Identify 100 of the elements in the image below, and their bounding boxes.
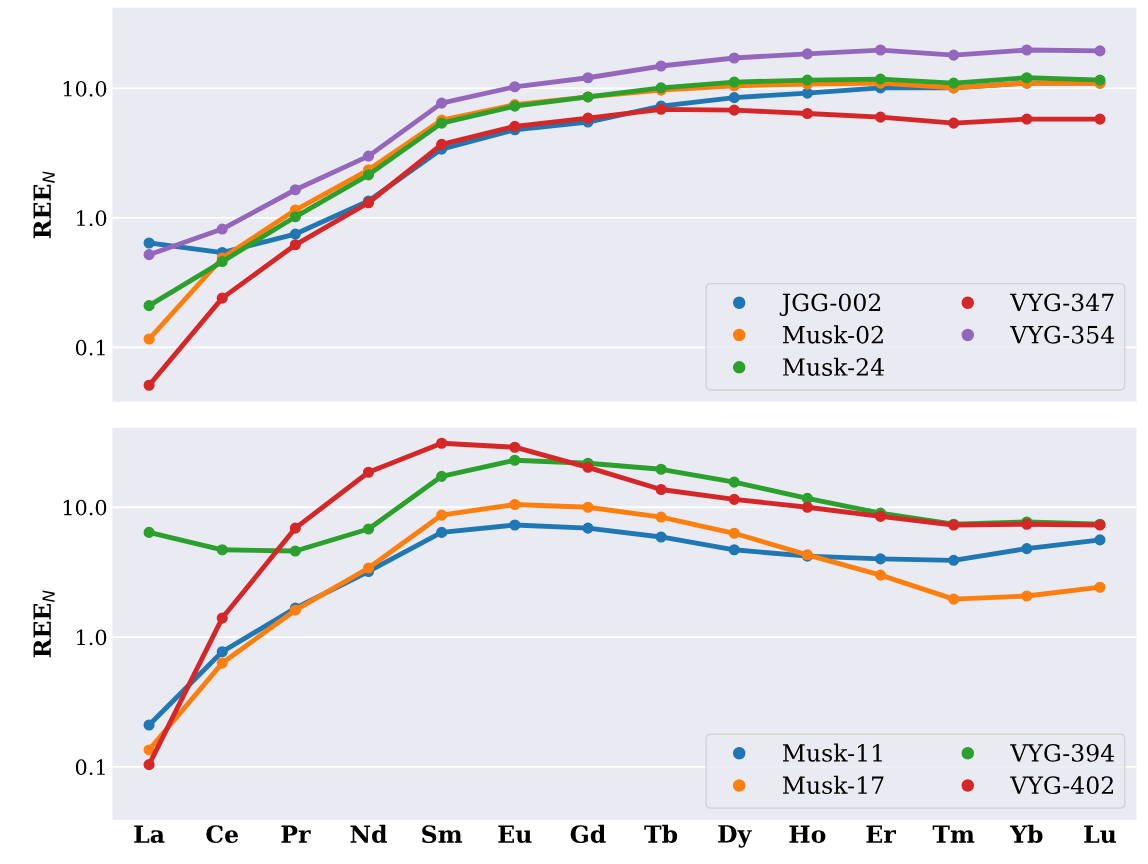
x-tick-label: Ho [789,825,826,844]
point [216,544,228,556]
point [582,501,594,513]
point [582,461,594,473]
point [948,554,960,566]
point [1094,534,1106,546]
point [582,112,594,124]
legend-label: VYG-402 [1010,776,1113,795]
point [143,300,155,312]
point [216,256,228,268]
point [801,492,813,504]
point [874,44,887,56]
point [216,612,228,624]
point [509,519,521,531]
point [728,476,740,488]
y-tick-label: 0.1 [75,759,105,776]
point [143,249,155,261]
point [216,646,228,658]
point [289,184,301,196]
point [1021,113,1033,125]
point [289,545,301,557]
point [143,719,155,731]
point [362,523,375,535]
point [436,138,448,150]
point [801,107,813,120]
point [874,73,887,85]
point [436,470,448,482]
point [143,379,155,391]
point [801,48,813,60]
point [362,150,375,162]
x-tick-label: Tm [932,825,975,843]
point [728,52,740,64]
x-tick-label: Yb [1009,824,1043,844]
x-tick-label: Lu [1084,825,1117,844]
legend-label: Musk-24 [782,357,884,376]
point [655,463,667,475]
legend-label: VYG-394 [1010,743,1115,762]
point [509,441,521,453]
point [655,483,667,496]
y-axis-title: REE$_{N}$ [33,590,55,658]
x-tick-label: Nd [350,824,387,844]
x-tick-label: Tb [644,824,678,844]
y-tick-label: 1.0 [77,629,107,646]
point [362,466,375,478]
y-tick-label: 0.1 [75,339,105,356]
legend-label: Musk-11 [782,743,882,762]
point [728,527,740,539]
point [801,74,813,86]
point [509,120,521,132]
point [143,333,155,345]
point [728,92,740,104]
legend-label: JGG-002 [779,293,881,316]
point [801,87,813,99]
point [728,104,740,116]
point [509,81,521,93]
point [1021,44,1033,56]
point [728,493,740,505]
x-tick-label: Pr [281,825,311,843]
point [289,211,301,223]
point [143,759,155,771]
point [143,237,155,249]
legend-label: Musk-02 [782,325,883,344]
point [874,569,887,581]
x-tick-label: Ce [206,825,239,844]
point [1021,590,1033,602]
point [509,498,521,511]
x-tick-label: Gd [570,824,606,844]
point [436,526,448,538]
point [655,531,667,543]
point [728,544,740,556]
point [1094,113,1106,125]
point [509,454,521,466]
point [1021,543,1033,555]
point [289,228,301,240]
point [874,111,887,123]
point [436,437,448,449]
point [289,239,301,251]
point [362,169,375,181]
point [436,509,448,521]
x-tick-label: Sm [422,825,463,844]
point [289,522,301,534]
x-tick-label: Eu [498,825,532,844]
point [948,593,960,605]
point [582,72,594,84]
point [1094,581,1106,593]
point [948,117,960,129]
point [655,511,667,523]
point [948,49,960,61]
point [948,77,960,89]
point [216,292,228,304]
x-tick-label: La [134,825,165,844]
x-tick-label: Dy [718,825,752,848]
x-tick-label: Er [866,825,896,843]
legend-label: VYG-354 [1010,325,1115,344]
y-tick-label: 1.0 [77,210,107,227]
point [801,501,813,513]
point [655,60,667,72]
point [874,553,887,565]
point [216,223,228,235]
y-tick-label: 10.0 [63,80,107,97]
